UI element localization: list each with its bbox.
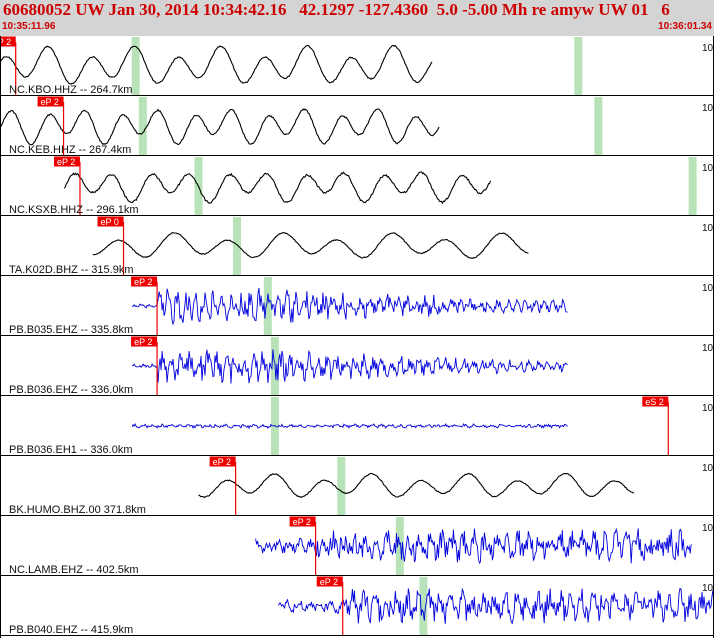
waveform-trace [255,527,692,565]
amplitude-label: 10 [702,283,714,294]
phase-pick-tag[interactable] [53,156,80,167]
time-band-marker [337,457,346,515]
trace-panel[interactable]: eP 2 NC.KBO.HHZ -- 264.7km 10 [0,36,714,97]
waveform-trace [131,288,568,326]
phase-pick-tag[interactable] [37,96,64,107]
time-band-marker [419,577,428,635]
phase-pick-tag[interactable] [0,36,16,47]
time-start-label: 10:35:11.96 [2,21,56,32]
amplitude-label: 10 [702,403,714,414]
channel-label: NC.KBO.HHZ -- 264.7km [9,84,132,96]
time-band-marker [574,37,583,95]
channel-label: PB.B035.EHZ -- 335.8km [9,324,133,336]
amplitude-label: 10 [702,163,714,174]
waveform-trace [278,587,714,625]
phase-pick-label: eP 2 [0,37,11,47]
channel-label: NC.KSXB.HHZ -- 296.1km [9,204,139,216]
trace-panel[interactable]: eP 2 NC.LAMB.EHZ -- 402.5km 10 [0,516,714,577]
phase-pick-label: eP 2 [320,577,338,587]
trace-panel[interactable]: eS 2 PB.B036.EH1 -- 336.0km 10 [0,396,714,457]
trace-panel[interactable]: eP 2 NC.KEB.HHZ -- 267.4km 10 [0,96,714,157]
waveform-trace [198,472,635,499]
phase-pick-label: eS 2 [645,397,664,407]
phase-pick-tag[interactable] [209,456,236,467]
trace-panel[interactable]: eP 2 BK.HUMO.BHZ.00 371.8km 10 [0,456,714,517]
waveform-trace [0,108,440,146]
trace-panel[interactable]: eP 2 PB.B040.EHZ -- 415.9km 10 [0,576,714,637]
channel-label: NC.KEB.HHZ -- 267.4km [9,144,131,156]
trace-panel[interactable]: eP 2 NC.KSXB.HHZ -- 296.1km 10 [0,156,714,217]
channel-label: BK.HUMO.BHZ.00 371.8km [9,504,146,516]
trace-panel[interactable]: eP 2 PB.B035.EHZ -- 335.8km 10 [0,276,714,337]
time-band-marker [395,517,404,575]
trace-panel[interactable]: eP 0 TA.K02D.BHZ -- 315.9km 10 [0,216,714,277]
time-end-label: 10:36:01.34 [658,21,712,32]
phase-pick-tag[interactable] [316,576,343,587]
phase-pick-label: eP 2 [293,517,311,527]
channel-label: PB.B036.EH1 -- 336.0km [9,444,133,456]
amplitude-label: 10 [702,43,714,54]
waveform-trace [132,349,568,384]
waveform-trace [131,422,568,430]
phase-pick-tag[interactable] [97,216,124,227]
channel-label: TA.K02D.BHZ -- 315.9km [9,264,134,276]
time-band-marker [594,97,603,155]
phase-pick-label: eP 2 [134,277,152,287]
phase-pick-label: eP 2 [41,97,59,107]
amplitude-label: 10 [702,223,714,234]
time-band-marker [688,157,697,215]
amplitude-label: 10 [702,583,714,594]
waveform-trace [92,232,529,260]
trace-panel[interactable]: eP 2 PB.B036.EHZ -- 336.0km 10 [0,336,714,397]
amplitude-label: 10 [702,103,714,114]
phase-pick-tag[interactable] [642,396,669,407]
event-title: 60680052 UW Jan 30, 2014 10:34:42.16 42.… [3,0,670,19]
time-band-marker [138,97,147,155]
phase-pick-tag[interactable] [289,516,316,527]
phase-pick-tag[interactable] [131,276,158,287]
amplitude-label: 10 [702,463,714,474]
phase-pick-label: eP 2 [213,457,231,467]
time-band-marker [131,37,140,95]
phase-pick-tag[interactable] [131,336,158,347]
amplitude-label: 10 [702,343,714,354]
phase-pick-label: eP 0 [101,217,119,227]
event-header: 60680052 UW Jan 30, 2014 10:34:42.16 42.… [0,0,714,36]
time-band-marker [263,277,272,335]
channel-label: PB.B040.EHZ -- 415.9km [9,624,133,636]
channel-label: NC.LAMB.EHZ -- 402.5km [9,564,139,576]
channel-label: PB.B036.EHZ -- 336.0km [9,384,133,396]
phase-pick-label: eP 2 [134,337,152,347]
phase-pick-label: eP 2 [57,157,75,167]
time-band-marker [233,217,241,275]
waveform-trace [0,44,433,85]
waveform-trace [63,171,492,205]
amplitude-label: 10 [702,523,714,534]
